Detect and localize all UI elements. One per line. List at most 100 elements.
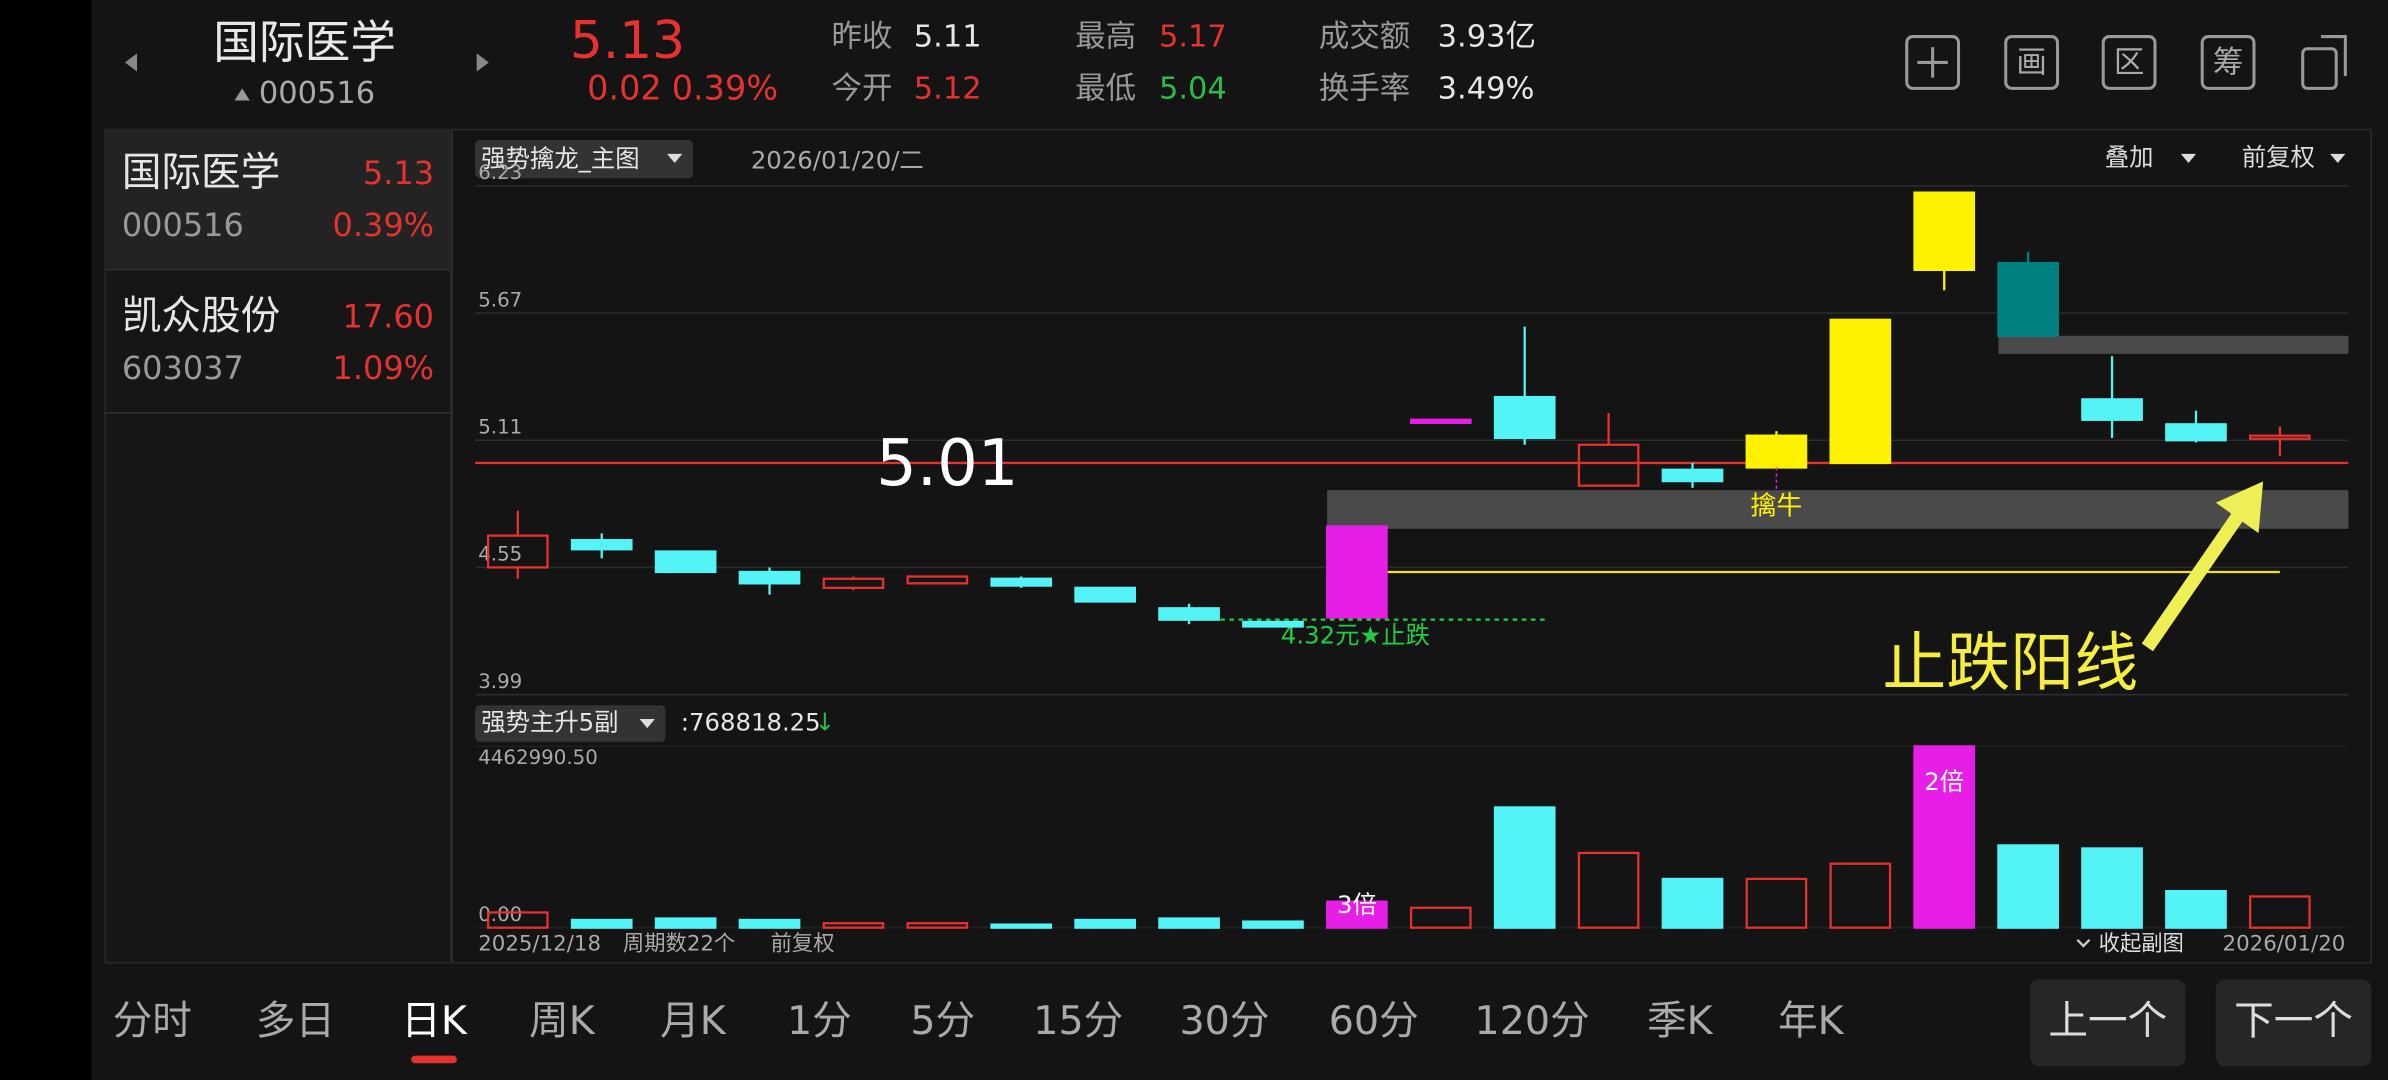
price-band [1998, 335, 2349, 354]
candle-body [570, 539, 633, 551]
period-tab[interactable]: 月K [660, 998, 727, 1044]
callout-arrowhead [2215, 481, 2264, 534]
volume-bar [738, 918, 801, 929]
range-button[interactable] [2101, 35, 2157, 90]
end-date: 2026/01/20 [2223, 931, 2346, 956]
collapse-button[interactable]: 收起副图 [2099, 931, 2184, 956]
watch-price: 17.60 [343, 297, 435, 335]
y-tick-label: 5.67 [478, 288, 522, 311]
stat-label: 最低 [1075, 71, 1136, 106]
candle-body [654, 550, 717, 574]
period-tab[interactable]: 多日 [256, 998, 335, 1044]
candle-body [1745, 434, 1808, 469]
volume-bar [1409, 906, 1472, 929]
stat-label: 换手率 [1319, 71, 1410, 106]
indicator-select[interactable] [475, 140, 693, 179]
candle-body [1326, 525, 1388, 619]
stock-name: 国际医学 [213, 16, 396, 69]
period-tab[interactable]: 分时 [113, 998, 192, 1044]
candle-body [1997, 261, 2059, 337]
add-button[interactable] [1905, 35, 1961, 90]
chips-button[interactable] [2200, 35, 2256, 90]
volume-bar [1997, 844, 2059, 929]
period-count: 周期数22个 [623, 931, 735, 956]
rotate-icon [2320, 35, 2347, 77]
period-tab[interactable]: 120分 [1475, 998, 1590, 1044]
volume-bar [1074, 918, 1137, 929]
level-label: 5.01 [876, 427, 1018, 501]
period-tab[interactable]: 15分 [1033, 998, 1123, 1044]
period-tab[interactable]: 5分 [910, 998, 975, 1044]
period-tab[interactable]: 30分 [1179, 998, 1269, 1044]
icon-label: 画 [2016, 45, 2046, 80]
candle-body [2249, 434, 2311, 440]
volume-bar [486, 911, 549, 929]
toolbar [1905, 35, 2347, 90]
watch-name: 国际医学 [122, 150, 280, 196]
dropdown-arrow [667, 153, 683, 163]
code-marker [234, 88, 250, 101]
price-change: 0.02 [587, 68, 662, 107]
candle-body [1158, 607, 1220, 621]
prev-button[interactable] [2030, 979, 2186, 1067]
period-tab[interactable]: 周K [529, 998, 596, 1044]
prev-stock[interactable] [124, 53, 138, 72]
watch-pct: 1.09% [332, 349, 434, 387]
stat-value: 5.11 [914, 20, 982, 55]
watch-name[interactable]: 凯众股份 [122, 293, 280, 339]
period-tab[interactable]: 1分 [787, 998, 852, 1044]
stat-label: 今开 [832, 71, 893, 106]
sub-indicator-select[interactable] [475, 705, 666, 742]
volume-bar [1326, 900, 1388, 929]
watch-code: 603037 [122, 349, 244, 387]
volume-bar-label: 3倍 [1337, 890, 1377, 919]
stat-value: 3.49% [1438, 71, 1535, 106]
draw-button[interactable] [2004, 35, 2060, 90]
y-tick-label: 3.99 [478, 670, 522, 693]
y-tick-label: 4.55 [478, 543, 522, 566]
volume-bar [2249, 895, 2311, 929]
watch-pct: 0.39% [332, 206, 434, 244]
stat-label: 昨收 [832, 20, 893, 55]
stat-label: 成交额 [1319, 20, 1410, 55]
overlay-button[interactable]: 叠加 [2105, 142, 2154, 171]
candle-body [1661, 468, 1724, 483]
adjust-button[interactable]: 前复权 [2242, 142, 2315, 171]
chart-date: 2026/01/20/二 [751, 145, 924, 174]
candle-body [1242, 620, 1304, 628]
next-stock[interactable] [476, 53, 489, 72]
period-tab[interactable]: 季K [1647, 998, 1714, 1044]
candle-body [2081, 398, 2143, 421]
candle-body [1074, 586, 1137, 603]
candle-body [2165, 423, 2227, 442]
chart-panel [451, 128, 2373, 964]
volume-bar [1661, 877, 1724, 929]
callout-label: 止跌阳线 [1882, 627, 2138, 701]
period-tab[interactable]: 日K [401, 998, 468, 1044]
footer-adjust: 前复权 [771, 931, 835, 956]
collapse-icon [2076, 939, 2091, 948]
volume-bar [2081, 847, 2143, 929]
rotate-button[interactable] [2301, 47, 2338, 90]
volume-bar [1493, 806, 1556, 929]
volume-bar [906, 922, 969, 929]
candle-body [1913, 191, 1976, 272]
period-tab[interactable]: 年K [1778, 998, 1845, 1044]
period-tab[interactable]: 60分 [1329, 998, 1419, 1044]
volume-bar [1577, 851, 1640, 929]
stat-value: 3.93亿 [1438, 20, 1536, 55]
sub-value-arrow: ↓ [815, 708, 835, 737]
watchlist-item-selected[interactable] [105, 129, 451, 270]
volume-bar-label: 2倍 [1924, 767, 1964, 796]
candle-body [822, 577, 885, 590]
level-label: 4.32元★止跌 [1281, 620, 1430, 649]
next-button[interactable] [2215, 979, 2372, 1067]
candle-body [738, 570, 801, 585]
volume-bar [1829, 862, 1892, 929]
left-edge [0, 0, 92, 1080]
main-indicator: 强势擒龙_主图 [481, 144, 639, 173]
price-change-pct: 0.39% [672, 68, 778, 107]
volume-bar [1913, 745, 1976, 929]
sub-indicator: 强势主升5副 [481, 708, 618, 737]
